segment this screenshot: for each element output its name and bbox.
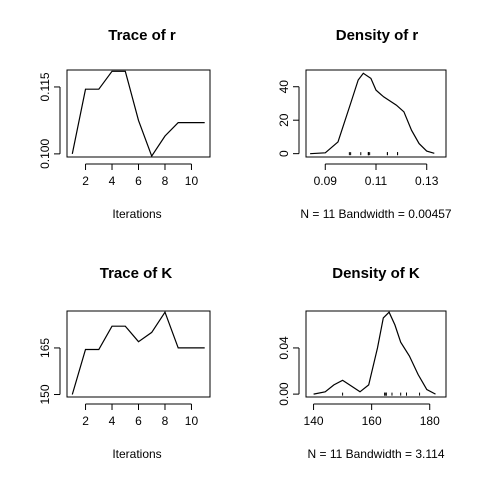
density-r-x-tick-label: 0.13 [415,174,439,188]
density-r-x-tick-label: 0.11 [365,174,388,188]
trace-r-plot-box [66,69,211,158]
trace-r-series-line [71,70,205,158]
trace-r-x-tick-label: 10 [185,174,199,188]
density-r-y-tick-label: 20 [277,113,291,127]
density-k-xlabel: N = 11 Bandwidth = 3.114 [308,447,445,461]
trace-r-xlabel: Iterations [112,207,161,221]
density-r-y-tick-label: 40 [277,80,291,94]
density-k-x-tick-label: 140 [304,414,324,428]
density-r-y-tick-label: 0 [277,150,291,157]
trace-k-plot-box [66,310,211,398]
trace-r-y-tick-label: 0.115 [38,72,52,101]
density-r-series-line [310,72,435,155]
trace-k-x-tick-label: 8 [162,414,169,428]
density-r-xlabel: N = 11 Bandwidth = 0.00457 [300,207,452,221]
trace-r-x-tick-label: 4 [109,174,116,188]
trace-k-x-tick-label: 2 [82,414,89,428]
trace-r-panel: Trace of r Iterations 2 4 6 8 10 0.100 0.115 [38,27,211,221]
trace-r-x-tick-label: 6 [135,174,142,188]
trace-r-y-tick-label: 0.100 [38,139,52,169]
density-k-x-tick-label: 160 [362,414,382,428]
trace-k-x-tick-label: 4 [109,414,116,428]
density-k-y-tick-label: 0.04 [277,336,291,360]
density-r-plot-box [305,69,447,158]
trace-k-y-tick-label: 150 [38,384,52,404]
density-k-y-tick-label: 0.00 [277,382,291,406]
density-r-x-tick-label: 0.09 [314,174,338,188]
trace-r-title: Trace of r [108,27,176,44]
trace-k-y-tick-label: 165 [38,338,52,358]
density-k-panel: Density of K N = 11 Bandwidth = 3.114 14… [277,265,447,461]
trace-k-x-tick-label: 10 [185,414,199,428]
trace-k-series-line [71,310,205,395]
density-r-panel: Density of r N = 11 Bandwidth = 0.00457 … [277,27,452,221]
trace-k-xlabel: Iterations [112,447,161,461]
trace-r-x-tick-label: 2 [82,174,89,188]
trace-k-x-tick-label: 6 [135,414,142,428]
density-k-x-tick-label: 180 [420,414,440,428]
density-k-plot-box [305,310,447,398]
trace-k-panel: Trace of K Iterations 2 4 6 8 10 150 165 [38,265,211,461]
density-r-title: Density of r [336,27,419,44]
density-k-title: Density of K [332,265,420,282]
trace-r-x-tick-label: 8 [162,174,169,188]
trace-k-title: Trace of K [100,265,173,282]
density-k-series-line [313,311,436,395]
